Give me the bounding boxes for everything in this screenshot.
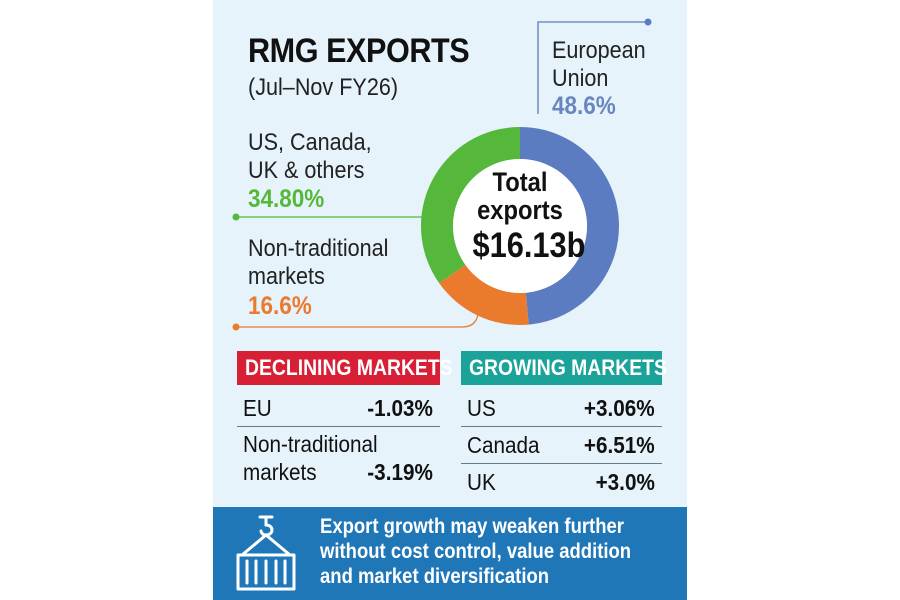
market-change: -1.03% xyxy=(367,395,433,421)
growing-heading: GROWING MARKETS xyxy=(461,351,667,385)
market-change: +3.06% xyxy=(584,395,655,421)
market-change: -3.19% xyxy=(367,459,433,485)
eu-label-line2: Union xyxy=(552,65,609,92)
us-percent: 34.80% xyxy=(248,185,325,213)
donut-slice-nontraditional xyxy=(439,264,529,325)
donut-hole xyxy=(453,159,587,293)
divider xyxy=(237,426,440,427)
market-change: +6.51% xyxy=(584,432,655,458)
divider xyxy=(461,426,662,427)
market-change: +3.0% xyxy=(595,469,655,495)
declining-heading-text: DECLINING MARKETS xyxy=(245,355,453,380)
market-name-line1: Non-traditional xyxy=(243,431,378,457)
market-name: US xyxy=(467,395,496,421)
shipping-container-crane-icon xyxy=(236,515,296,591)
market-name: Canada xyxy=(467,432,540,458)
table-row: Non-traditional markets -3.19% xyxy=(243,431,433,491)
us-leader-line-dot xyxy=(232,213,240,221)
infographic-panel xyxy=(213,0,687,600)
center-line2: exports xyxy=(477,195,563,225)
table-row: Canada +6.51% xyxy=(467,432,655,462)
market-name: UK xyxy=(467,469,496,495)
nontrad-label-line2: markets xyxy=(248,263,325,290)
chart-subtitle: (Jul–Nov FY26) xyxy=(248,74,399,101)
table-row: UK +3.0% xyxy=(467,469,655,499)
center-total: $16.13b xyxy=(472,226,586,265)
us-label-line1: US, Canada, xyxy=(248,129,372,156)
table-row: EU -1.03% xyxy=(243,395,433,425)
us-label-line2: UK & others xyxy=(248,157,365,184)
nontrad-percent: 16.6% xyxy=(248,292,312,320)
eu-label-line1: European xyxy=(552,37,646,64)
donut-slice-eu xyxy=(520,127,619,325)
note-text: Export growth may weaken further without… xyxy=(320,515,632,588)
growing-heading-text: GROWING MARKETS xyxy=(469,355,667,380)
market-name: EU xyxy=(243,395,272,421)
eu-label: European Union xyxy=(552,37,646,93)
donut-slice-us-canada-uk xyxy=(421,127,520,284)
nontrad-label-line1: Non-traditional xyxy=(248,235,389,262)
donut-center-label: Total exports $16.13b xyxy=(472,167,586,266)
eu-percent: 48.6% xyxy=(552,92,616,120)
nontrad-leader-line-dot xyxy=(232,323,240,331)
declining-heading: DECLINING MARKETS xyxy=(237,351,453,385)
nontrad-label: Non-traditional markets xyxy=(248,235,388,291)
us-label: US, Canada, UK & others xyxy=(248,129,372,185)
nontrad-leader-line xyxy=(236,313,479,328)
center-line1: Total xyxy=(492,167,548,197)
eu-leader-line xyxy=(537,21,648,114)
divider xyxy=(461,463,662,464)
market-name-line2: markets xyxy=(243,459,317,485)
chart-title: RMG EXPORTS xyxy=(248,32,470,70)
eu-leader-line-dot xyxy=(644,18,652,26)
table-row: US +3.06% xyxy=(467,395,655,425)
